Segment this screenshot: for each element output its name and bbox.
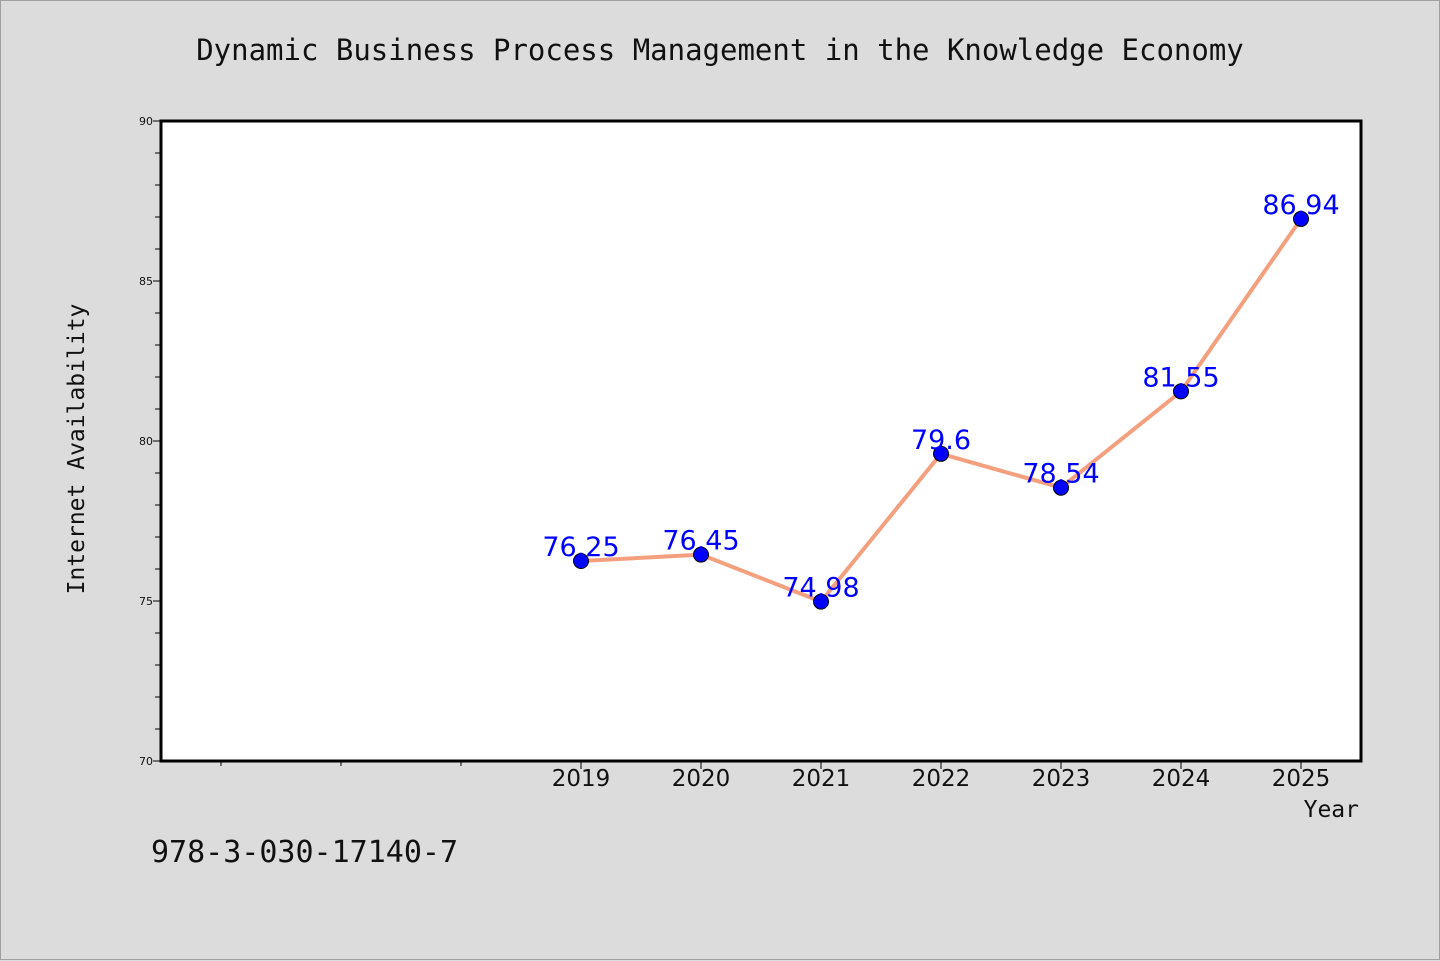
- y-tick-label: 70: [139, 755, 153, 768]
- x-tick-label: 2025: [1272, 766, 1331, 792]
- data-point: [813, 593, 829, 610]
- data-point: [933, 445, 949, 462]
- data-point: [1293, 210, 1309, 227]
- data-label: 76.45: [662, 526, 739, 557]
- data-point: [693, 546, 709, 563]
- plot-area: [161, 121, 1361, 761]
- data-label: 78.54: [1022, 459, 1099, 490]
- chart-title: Dynamic Business Process Management in t…: [196, 33, 1244, 67]
- x-tick-label: 2020: [672, 766, 731, 792]
- data-label: 86.94: [1262, 190, 1339, 221]
- isbn-text: 978-3-030-17140-7: [151, 835, 459, 870]
- y-tick-label: 90: [139, 115, 153, 128]
- data-label: 74.98: [782, 573, 859, 604]
- x-axis-label: Year: [1303, 797, 1359, 823]
- data-label: 79.6: [911, 425, 971, 456]
- x-tick-label: 2019: [552, 766, 611, 792]
- y-tick-label: 85: [139, 275, 153, 288]
- x-tick-label: 2022: [912, 766, 971, 792]
- data-point: [1053, 479, 1069, 496]
- data-label: 76.25: [542, 532, 619, 563]
- x-tick-label: 2024: [1152, 766, 1211, 792]
- y-tick-label: 80: [139, 435, 153, 448]
- x-tick-label: 2023: [1032, 766, 1091, 792]
- x-tick-label: 2021: [792, 766, 851, 792]
- y-tick-label: 75: [139, 595, 153, 608]
- data-point: [1173, 383, 1189, 400]
- data-point: [573, 553, 589, 569]
- data-label: 81.55: [1142, 362, 1219, 393]
